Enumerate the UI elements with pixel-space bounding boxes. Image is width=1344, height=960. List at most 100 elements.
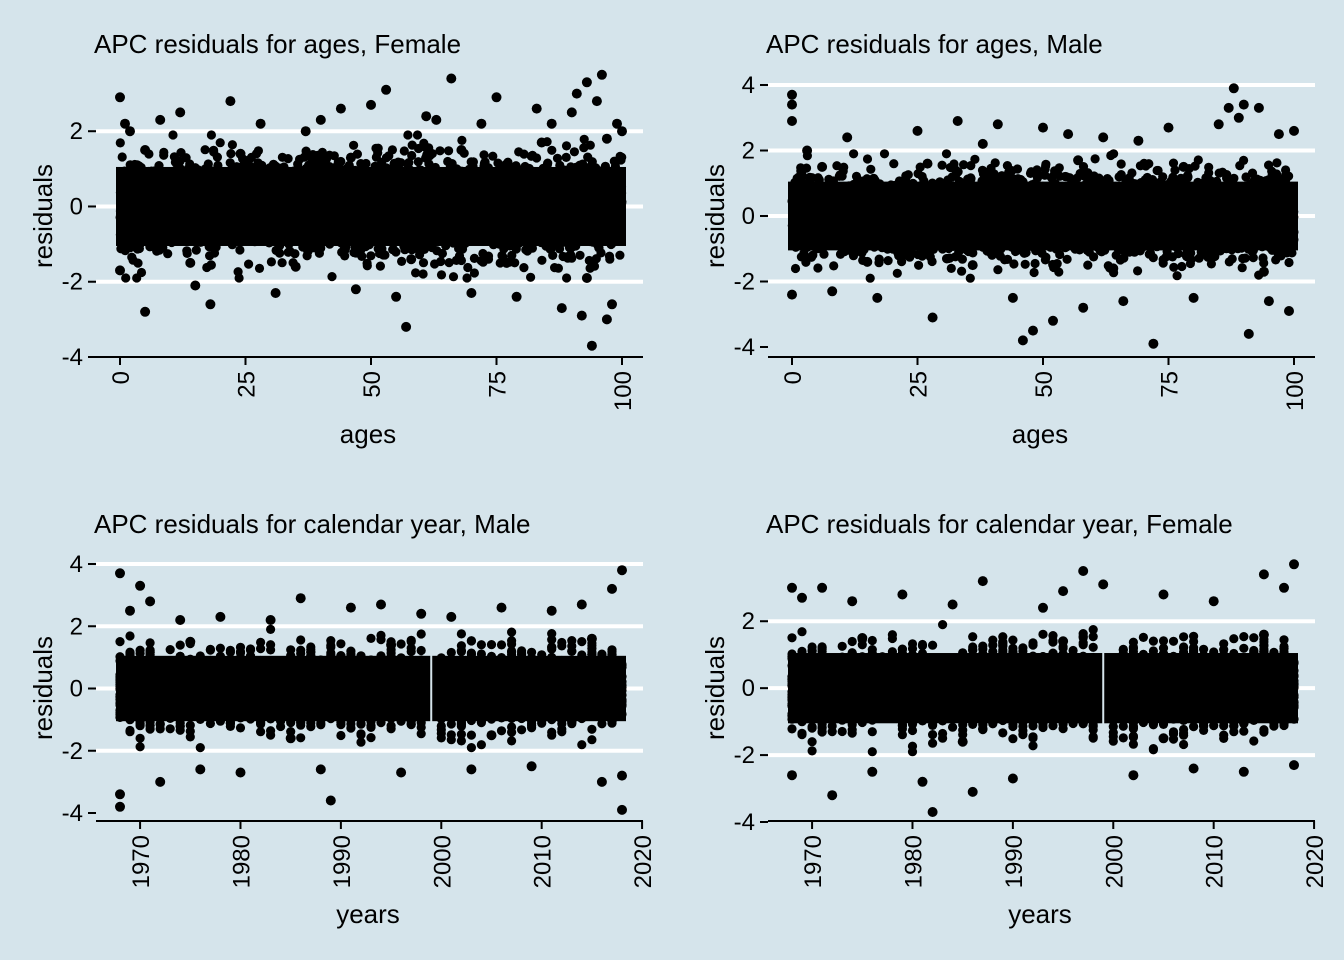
data-point [446,73,457,84]
data-point [303,247,313,257]
data-point [421,111,432,122]
data-point [601,133,612,144]
data-point [290,261,301,272]
data-point [235,148,246,159]
data-point [1258,253,1268,263]
data-point [191,245,201,255]
data-point [837,171,847,181]
data-point [581,77,592,88]
data-point [168,130,178,140]
data-point [418,258,429,268]
data-point [491,92,502,103]
data-point [235,245,245,255]
x-tick-label: 100 [610,371,637,411]
data-point [233,267,243,277]
data-point [562,273,572,283]
data-point [591,254,601,264]
data-point [476,118,487,129]
data-point [155,114,166,125]
x-axis-label: ages [1012,419,1068,449]
data-point [430,259,440,269]
data-point [435,146,445,156]
data-point [862,154,873,164]
data-point [271,245,281,255]
data-point [205,251,215,261]
data-point [182,246,192,256]
data-point [448,272,459,282]
data-point [1190,161,1200,171]
data-point [209,145,219,155]
data-point [206,130,216,140]
data-point [140,145,151,155]
data-point [537,255,547,265]
data-point [596,69,607,80]
data-point [503,157,513,167]
data-point [175,107,186,118]
data-point [493,158,503,168]
data-point [366,251,376,261]
data-point [579,134,589,144]
data-point [212,152,222,162]
data-point [476,256,486,266]
data-point [299,152,309,162]
y-tick-label: 2 [70,118,83,145]
data-point [591,96,602,107]
data-point [829,261,839,271]
data-point [115,138,125,148]
data-point [501,257,512,268]
data-point [1224,257,1234,267]
data-point [584,255,594,266]
data-point [185,257,196,268]
data-point [586,340,597,351]
data-point [327,272,337,282]
data-point [371,152,381,162]
data-point [463,262,473,273]
data-point [397,256,407,266]
data-point [203,159,213,169]
data-point [266,257,276,267]
data-point [531,103,542,114]
data-point [315,114,326,125]
data-point [255,118,266,129]
data-point [115,92,125,103]
data-point [527,150,538,160]
data-point [140,306,151,317]
data-point [366,99,376,110]
data-point [1271,255,1281,265]
data-point [413,244,424,254]
data-point [569,147,580,157]
data-point [244,259,254,269]
data-point [536,137,547,148]
data-point [117,152,127,162]
residual-band [116,166,626,246]
panel-title: APC residuals for ages, Male [766,29,1103,59]
data-point [127,252,137,262]
data-point [345,152,356,163]
data-point [300,126,311,137]
data-point [1029,267,1039,278]
data-point [163,249,173,259]
data-point [431,114,442,125]
data-point [407,244,417,254]
data-point [1239,155,1249,165]
x-tick-label: 0 [108,371,135,384]
data-point [406,254,417,265]
data-point [115,265,125,276]
data-point [604,251,615,261]
x-tick-label: 75 [485,371,512,398]
data-point [571,88,582,99]
data-point [483,251,494,261]
data-point [270,288,281,298]
data-point [227,140,237,150]
data-point [617,126,627,137]
data-point [121,273,131,283]
data-point [566,250,576,260]
data-point [120,246,130,256]
data-point [526,272,536,282]
data-point [543,158,553,168]
data-point [335,103,346,114]
data-point [556,303,567,314]
data-point [226,149,236,159]
data-point [576,310,587,321]
